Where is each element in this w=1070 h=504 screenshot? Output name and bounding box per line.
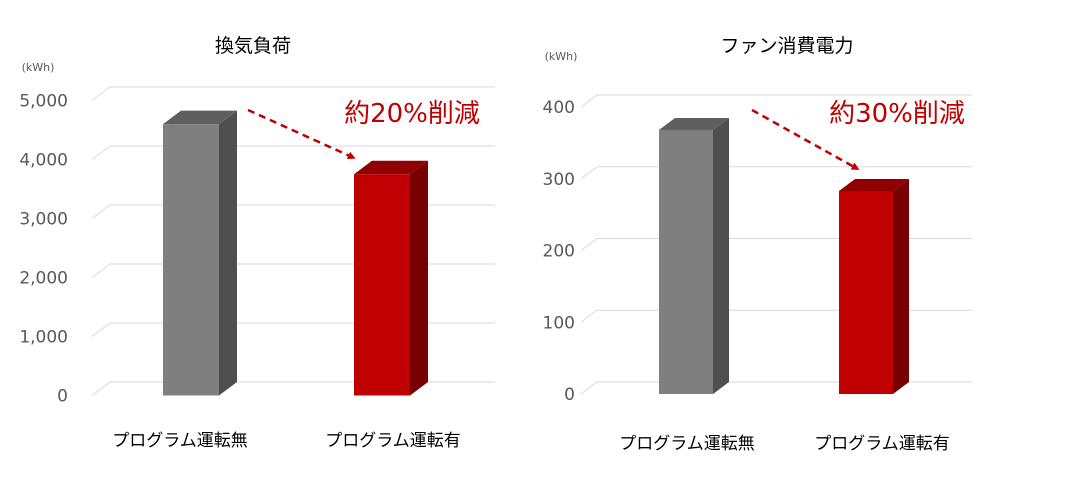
y-tick-label: 400	[543, 98, 575, 118]
reduction-arrow	[751, 108, 860, 170]
bar-top	[163, 110, 237, 125]
gridline-depth	[580, 94, 598, 108]
plot-area: 0 1,000 2,000 3,000 4,000 5,000 プログラム運転無 プログラム運…	[19, 86, 495, 451]
bar-side	[893, 178, 909, 394]
y-tick-label: 300	[543, 170, 575, 190]
y-tick-label: 5,000	[19, 92, 68, 112]
bar	[354, 174, 410, 396]
gridline-depth	[91, 263, 111, 278]
y-tick-label: 0	[57, 387, 68, 407]
bar	[839, 190, 893, 394]
gridline-depth	[91, 322, 111, 337]
gridline-depth	[580, 381, 598, 395]
bar-side	[713, 117, 729, 395]
gridline-depth	[580, 238, 598, 251]
x-category-label: プログラム運転有	[814, 434, 950, 454]
y-tick-label: 2,000	[19, 269, 68, 289]
bar	[163, 124, 219, 396]
y-tick-label: 0	[564, 385, 575, 405]
chart-title: ファン消費電力	[720, 35, 853, 57]
bar	[659, 129, 713, 394]
gridline-depth	[91, 381, 111, 396]
y-tick-label: 1,000	[19, 328, 68, 348]
y-tick-label: 200	[543, 242, 575, 262]
bar-top	[354, 160, 428, 175]
y-tick-label: 100	[543, 313, 575, 333]
bar-side	[219, 110, 237, 396]
bar-side	[410, 160, 428, 396]
gridline-depth	[91, 204, 111, 219]
gridline-depth	[91, 86, 111, 101]
x-category-label: プログラム運転有	[325, 431, 461, 451]
reduction-arrow	[247, 108, 356, 159]
y-axis-unit: (kWh)	[545, 50, 578, 63]
y-tick-label: 4,000	[19, 151, 68, 171]
x-category-label: プログラム運転無	[619, 434, 755, 454]
chart-title: 換気負荷	[215, 35, 291, 57]
y-axis-unit: (kWh)	[22, 61, 55, 74]
gridline-depth	[580, 309, 598, 323]
y-tick-label: 3,000	[19, 210, 68, 230]
plot-area: 0 100 200 300 400 プログラム運転無 プログラム運転有	[543, 94, 972, 454]
x-category-label: プログラム運転無	[112, 431, 248, 451]
gridline-depth	[580, 166, 598, 180]
bar-top	[839, 178, 909, 191]
reduction-annotation: 約20%削減	[344, 99, 480, 129]
reduction-annotation: 約30%削減	[829, 99, 965, 129]
gridline-depth	[91, 145, 111, 160]
bar-top	[659, 117, 729, 130]
